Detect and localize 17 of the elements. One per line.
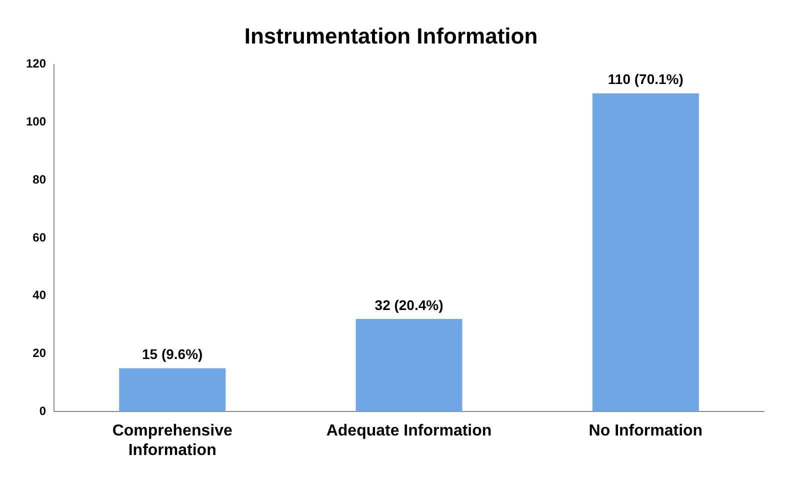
y-tick-label: 20 — [32, 346, 46, 360]
y-tick-label: 60 — [32, 230, 46, 244]
data-label: 32 (20.4%) — [374, 296, 444, 313]
bar — [356, 319, 462, 412]
bar — [119, 368, 226, 412]
x-tick-label: No Information — [588, 422, 703, 440]
data-label: 110 (70.1%) — [608, 71, 684, 88]
data-label: 15 (9.6%) — [142, 346, 203, 362]
x-tick-label: Adequate Information — [326, 422, 492, 440]
x-tick-label: Comprehensive Information — [112, 422, 232, 459]
y-tick-label: 120 — [26, 56, 46, 71]
bar — [592, 93, 699, 412]
chart-title: Instrumentation Information — [244, 23, 538, 48]
y-tick-label: 0 — [39, 404, 46, 418]
y-tick-label: 100 — [26, 114, 46, 129]
y-tick-label: 40 — [32, 288, 46, 302]
y-tick-label: 80 — [32, 172, 46, 186]
